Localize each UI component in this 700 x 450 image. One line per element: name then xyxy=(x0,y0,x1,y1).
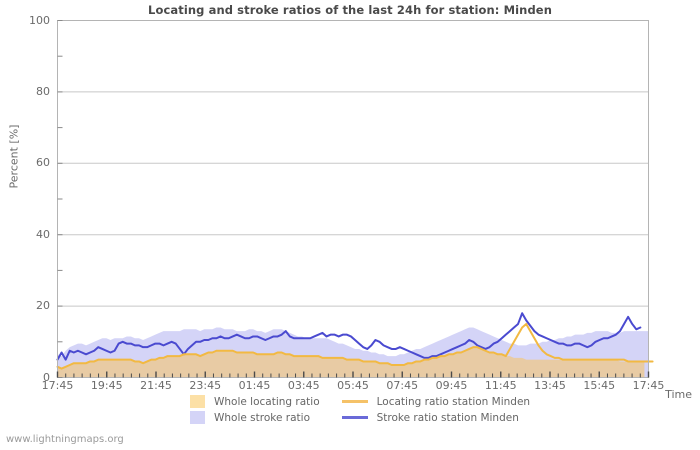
x-tick-label: 23:45 xyxy=(189,379,222,392)
x-tick-label: 15:45 xyxy=(583,379,616,392)
y-tick-label: 40 xyxy=(36,227,50,241)
legend-line-swatch-icon xyxy=(341,411,368,424)
x-tick-label: 03:45 xyxy=(287,379,320,392)
legend-area-swatch-icon xyxy=(190,411,205,424)
legend-line-swatch-icon xyxy=(341,395,368,408)
legend-label: Locating ratio station Minden xyxy=(376,395,531,408)
x-tick-label: 09:45 xyxy=(435,379,468,392)
x-tick-label: 13:45 xyxy=(534,379,566,392)
legend-item[interactable]: Whole stroke ratio xyxy=(190,411,320,424)
x-tick-label: 19:45 xyxy=(90,379,123,392)
y-tick-label: 100 xyxy=(29,13,50,27)
x-tick-label: 07:45 xyxy=(386,379,419,392)
x-tick-label: 17:45 xyxy=(632,379,665,392)
x-tick-label: 05:45 xyxy=(337,379,369,392)
y-tick-label: 80 xyxy=(36,84,50,98)
y-tick-label: 20 xyxy=(36,299,50,313)
legend-label: Whole stroke ratio xyxy=(214,411,310,424)
x-axis-label: Time xyxy=(665,388,692,401)
y-tick-label: 60 xyxy=(36,156,50,170)
chart-title: Locating and stroke ratios of the last 2… xyxy=(148,3,552,17)
chart-legend: Whole locating ratio Locating ratio stati… xyxy=(190,395,530,424)
legend-label: Whole locating ratio xyxy=(214,395,320,408)
legend-item[interactable]: Locating ratio station Minden xyxy=(341,395,531,408)
x-tick-label: 21:45 xyxy=(140,379,172,392)
x-tick-label: 11:45 xyxy=(484,379,517,392)
legend-area-swatch-icon xyxy=(190,395,205,408)
x-tick-label: 17:45 xyxy=(41,379,74,392)
y-tick-label: 0 xyxy=(43,370,50,384)
legend-label: Stroke ratio station Minden xyxy=(376,411,519,424)
legend-item[interactable]: Stroke ratio station Minden xyxy=(341,411,530,424)
footer-attribution: www.lightningmaps.org xyxy=(6,434,124,445)
series-line-1 xyxy=(56,322,654,370)
x-tick-label: 01:45 xyxy=(238,379,271,392)
series-line-0 xyxy=(56,312,642,361)
legend-item[interactable]: Whole locating ratio xyxy=(190,395,320,408)
